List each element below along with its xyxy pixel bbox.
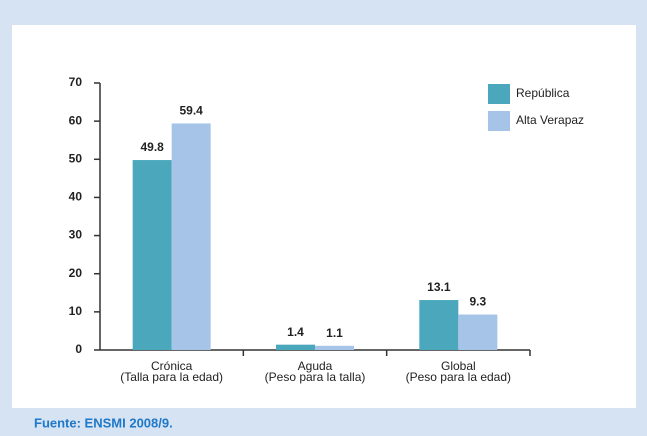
- value-label: 1.1: [326, 326, 343, 340]
- y-tick-label: 10: [69, 304, 83, 318]
- bar: [458, 314, 498, 350]
- bar: [315, 345, 354, 350]
- legend-label: Alta Verapaz: [516, 113, 584, 127]
- x-tick-label: (Talla para la edad): [120, 370, 223, 384]
- bar: [132, 160, 172, 350]
- y-tick-label: 40: [69, 190, 83, 204]
- legend-swatch: [488, 111, 510, 131]
- y-tick-label: 70: [69, 75, 83, 89]
- value-label: 1.4: [287, 325, 304, 339]
- x-tick-label: (Peso para la talla): [265, 370, 366, 384]
- value-label: 9.3: [469, 295, 486, 309]
- source: Fuente: ENSMI 2008/9.: [34, 415, 173, 430]
- x-tick-label: (Peso para la edad): [406, 370, 511, 384]
- y-tick-label: 60: [69, 113, 83, 127]
- legend-swatch: [488, 84, 510, 104]
- x-tick-label: Crónica: [151, 359, 193, 373]
- x-tick-label: Aguda: [298, 359, 333, 373]
- y-tick-label: 50: [69, 151, 83, 165]
- x-tick-label: Global: [441, 359, 476, 373]
- value-label: 59.4: [179, 104, 203, 118]
- panel: [12, 25, 636, 408]
- bar: [171, 123, 211, 350]
- value-label: 49.8: [140, 140, 164, 154]
- bar: [419, 300, 459, 350]
- y-tick-label: 20: [69, 266, 83, 280]
- y-tick-label: 0: [75, 342, 82, 356]
- legend-label: República: [516, 86, 570, 100]
- y-tick-label: 30: [69, 228, 83, 242]
- bar: [276, 344, 315, 350]
- value-label: 13.1: [427, 280, 451, 294]
